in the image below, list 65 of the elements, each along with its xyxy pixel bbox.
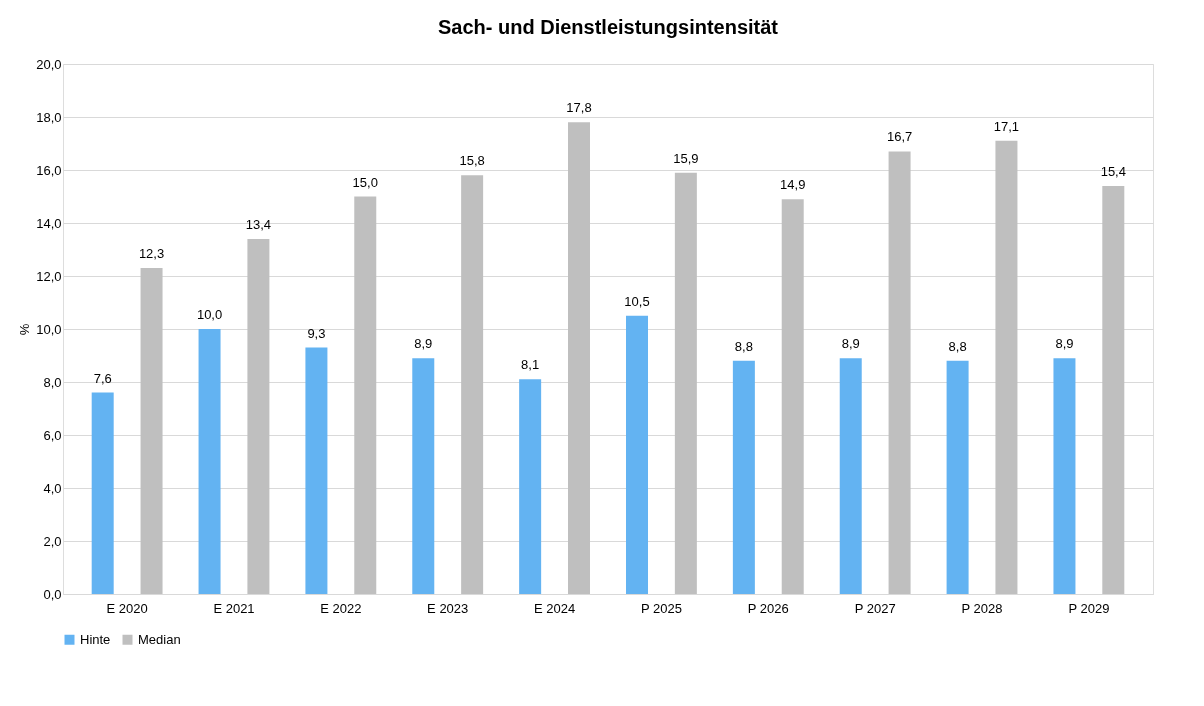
data-label: 9,3 bbox=[307, 325, 326, 341]
bar bbox=[781, 199, 804, 594]
data-label: 15,8 bbox=[459, 153, 485, 169]
x-tick-label: E 2022 bbox=[320, 600, 362, 616]
data-label: 8,9 bbox=[1055, 336, 1074, 352]
x-tick-label: E 2021 bbox=[213, 600, 255, 616]
bar bbox=[519, 379, 542, 594]
y-tick-label: 10,0 bbox=[36, 321, 62, 337]
x-tick-label: P 2025 bbox=[640, 600, 682, 616]
data-label: 17,8 bbox=[566, 100, 592, 116]
y-tick-label: 0,0 bbox=[43, 586, 62, 602]
y-tick-label: 12,0 bbox=[36, 268, 62, 284]
bar bbox=[839, 358, 862, 594]
bar bbox=[1053, 358, 1076, 594]
bar bbox=[946, 360, 969, 594]
legend-label: Median bbox=[138, 631, 181, 647]
data-label: 10,5 bbox=[624, 293, 650, 309]
data-label: 16,7 bbox=[886, 129, 913, 145]
bar bbox=[732, 360, 755, 594]
y-tick-label: 2,0 bbox=[43, 533, 62, 549]
data-label: 8,8 bbox=[734, 338, 753, 354]
bar bbox=[888, 151, 911, 594]
bar bbox=[461, 175, 484, 594]
data-label: 12,3 bbox=[138, 246, 165, 262]
bar bbox=[674, 172, 697, 594]
data-label: 8,9 bbox=[841, 336, 860, 352]
data-label: 8,9 bbox=[414, 336, 433, 352]
data-label: 15,9 bbox=[673, 150, 699, 166]
y-tick-label: 4,0 bbox=[43, 480, 62, 496]
bar bbox=[995, 140, 1018, 594]
bar bbox=[305, 347, 328, 594]
bar bbox=[1102, 185, 1125, 594]
x-tick-label: P 2029 bbox=[1068, 600, 1110, 616]
y-tick-label: 6,0 bbox=[43, 427, 62, 443]
chart-title: Sach- und Dienstleistungsintensität bbox=[437, 16, 779, 38]
data-label: 17,1 bbox=[993, 118, 1020, 134]
bar bbox=[626, 315, 649, 594]
y-tick-label: 18,0 bbox=[36, 109, 62, 125]
data-label: 7,6 bbox=[93, 370, 112, 386]
bar bbox=[91, 392, 114, 594]
y-tick-label: 14,0 bbox=[36, 215, 62, 231]
bar bbox=[140, 268, 163, 594]
y-tick-label: 20,0 bbox=[36, 56, 62, 72]
bar bbox=[354, 196, 377, 594]
y-tick-label: 8,0 bbox=[43, 374, 62, 390]
x-tick-label: E 2020 bbox=[106, 600, 148, 616]
bar bbox=[412, 358, 435, 594]
bar bbox=[198, 329, 221, 594]
data-label: 8,1 bbox=[521, 357, 540, 373]
bar bbox=[247, 238, 270, 594]
data-label: 14,9 bbox=[780, 177, 806, 193]
data-label: 15,0 bbox=[352, 174, 378, 190]
data-label: 8,8 bbox=[948, 338, 967, 354]
x-tick-label: P 2028 bbox=[961, 600, 1003, 616]
bar bbox=[567, 122, 590, 594]
data-label: 10,0 bbox=[196, 307, 223, 322]
x-tick-label: E 2023 bbox=[427, 600, 469, 616]
y-tick-label: 16,0 bbox=[36, 162, 62, 178]
x-tick-label: E 2024 bbox=[533, 600, 576, 616]
data-label: 15,4 bbox=[1100, 163, 1126, 179]
y-axis-title: % bbox=[17, 323, 33, 336]
x-tick-label: P 2027 bbox=[854, 600, 896, 616]
data-label: 13,4 bbox=[245, 216, 272, 232]
x-tick-label: P 2026 bbox=[747, 600, 789, 616]
legend-label: Hinte bbox=[80, 631, 111, 647]
